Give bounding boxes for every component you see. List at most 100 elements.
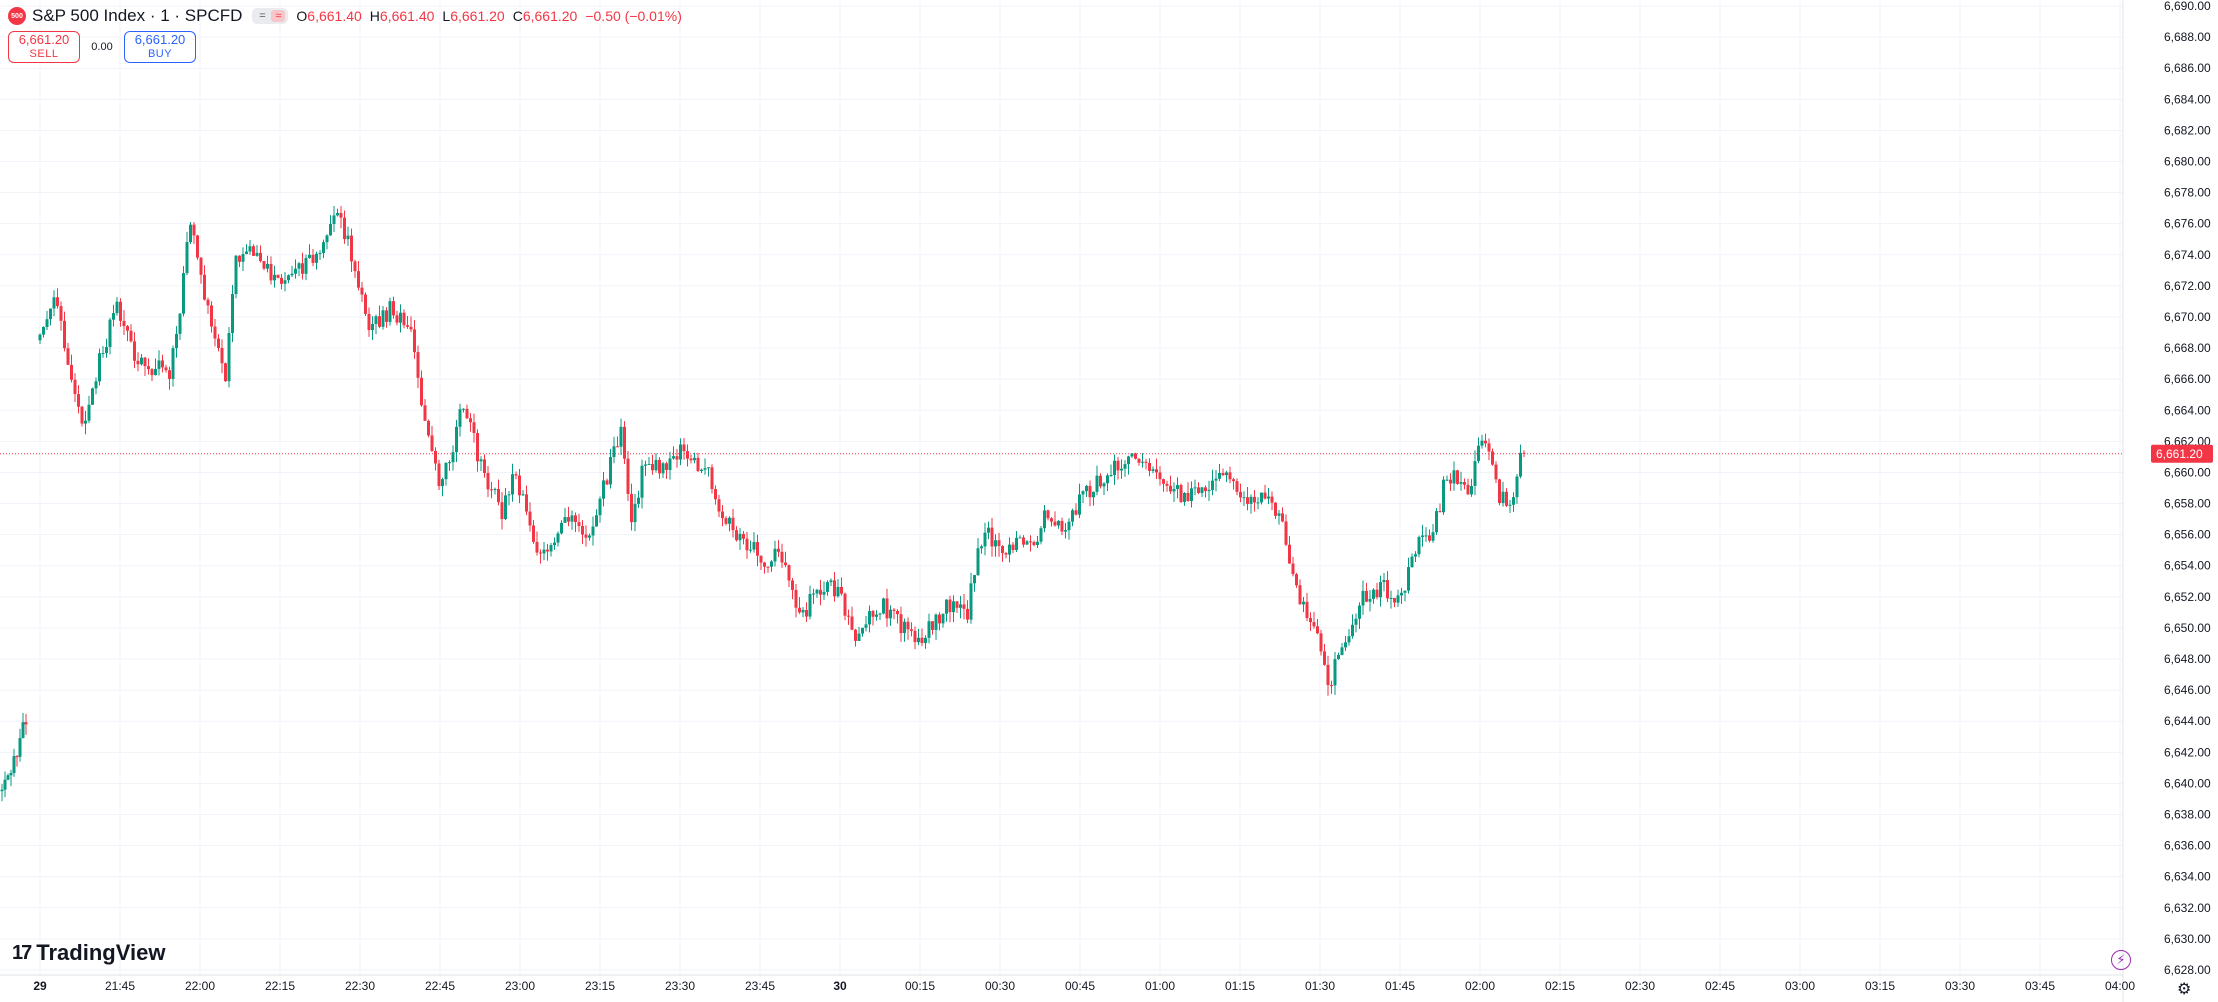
price-tick-label: 6,642.00 <box>2164 745 2211 759</box>
candle-body <box>1417 537 1421 555</box>
candle <box>164 364 168 373</box>
candle <box>1435 508 1438 535</box>
candle-body <box>609 457 612 485</box>
candle-body <box>9 772 13 776</box>
candle-body <box>917 637 920 643</box>
candle-body <box>1106 475 1109 484</box>
candle-body <box>707 467 710 469</box>
candle <box>864 615 868 632</box>
candle-body <box>1081 491 1085 495</box>
candle <box>857 626 861 642</box>
candle <box>1235 478 1239 496</box>
candle-body <box>483 459 486 474</box>
candle-body <box>385 310 388 322</box>
candle-body <box>343 217 346 240</box>
candle <box>199 257 203 284</box>
candle-body <box>413 329 416 353</box>
time-tick-label: 01:45 <box>1385 979 1415 993</box>
candle-body <box>455 426 458 453</box>
candle-body <box>535 541 539 553</box>
mode-approx-icon[interactable]: ≈ <box>271 10 286 22</box>
candle-body <box>451 452 455 463</box>
chart-legend: 500 S&P 500 Index · 1 · SPCFD = ≈ O6,661… <box>8 5 682 27</box>
candle-body <box>644 464 647 466</box>
candle-body <box>63 320 66 349</box>
candle <box>882 597 885 615</box>
candle <box>1172 482 1176 503</box>
market-mode-toggle[interactable]: = ≈ <box>252 8 289 24</box>
candle-body <box>927 621 931 638</box>
candle-body <box>794 589 798 608</box>
mode-equal-icon[interactable]: = <box>259 10 266 22</box>
candle-body <box>192 224 196 236</box>
candle <box>367 307 371 337</box>
candle-body <box>143 357 147 367</box>
candle-body <box>12 756 16 773</box>
candle <box>1491 448 1494 466</box>
gear-icon[interactable]: ⚙ <box>2177 981 2192 998</box>
candle <box>238 255 241 267</box>
candle-body <box>45 319 49 328</box>
candle <box>1305 592 1309 622</box>
candle <box>976 538 980 576</box>
candle <box>294 259 297 279</box>
candle <box>1025 539 1029 545</box>
candle <box>1232 477 1235 490</box>
candle-body <box>696 457 700 472</box>
candle <box>693 452 696 464</box>
candle-body <box>245 251 248 255</box>
price-tick-label: 6,628.00 <box>2164 963 2211 977</box>
candle <box>157 350 161 376</box>
candle <box>213 319 217 347</box>
candle-body <box>465 408 469 419</box>
candle-body <box>955 601 959 608</box>
candle-body <box>1060 520 1064 532</box>
candle-body <box>931 621 934 630</box>
candle <box>52 290 56 317</box>
symbol-title[interactable]: S&P 500 Index · 1 · SPCFD <box>32 6 243 25</box>
candle-body <box>287 275 290 281</box>
candle-body <box>66 348 70 365</box>
candle-body <box>350 235 353 262</box>
candle <box>402 309 406 329</box>
price-tick-label: 6,650.00 <box>2164 621 2211 635</box>
tradingview-logo[interactable]: 17 TradingView <box>12 940 165 966</box>
buy-button[interactable]: 6,661.20 BUY <box>124 31 196 63</box>
candle-body <box>206 299 210 306</box>
lightning-icon[interactable]: ⚡ <box>2111 950 2131 970</box>
candle-body <box>213 326 217 339</box>
candle <box>458 403 462 437</box>
candle <box>357 261 360 291</box>
candle <box>339 206 343 229</box>
candle <box>1165 480 1169 492</box>
candle-body <box>1200 487 1204 493</box>
time-axis[interactable]: 29 21:45 22:00 22:15 22:30 22:45 23:00 23:15 23:… <box>0 974 2135 993</box>
candle-body <box>1001 546 1004 554</box>
candle-body <box>1522 452 1526 454</box>
candle <box>1008 537 1011 563</box>
candle-body <box>983 532 987 547</box>
candle-body <box>742 533 745 539</box>
candle-body <box>507 494 511 496</box>
candle-body <box>1176 484 1179 489</box>
candle <box>731 508 735 538</box>
candle-body <box>1284 521 1288 545</box>
price-axis[interactable]: 6,690.00 6,688.00 6,686.00 6,684.00 6,682.00… <box>2122 0 2211 1002</box>
candle <box>175 326 178 358</box>
candle <box>595 509 598 527</box>
candle-body <box>836 586 840 597</box>
candle <box>658 457 661 479</box>
sell-button[interactable]: 6,661.20 SELL <box>8 31 80 63</box>
candle <box>1515 474 1519 504</box>
candle <box>808 585 812 620</box>
candle <box>927 613 931 644</box>
candle-body <box>1407 567 1410 591</box>
symbol-logo[interactable]: 500 <box>8 7 26 25</box>
candle <box>479 456 483 471</box>
candle-body <box>1053 521 1057 526</box>
candle-body <box>1298 585 1302 605</box>
candle-body <box>728 517 731 524</box>
candle-body <box>280 277 283 284</box>
candle <box>1001 545 1004 562</box>
